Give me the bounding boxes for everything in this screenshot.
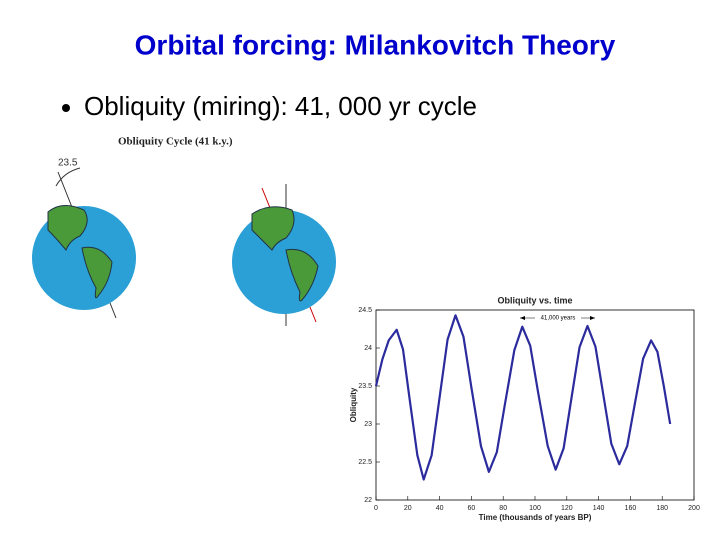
obliquity-line — [374, 314, 672, 481]
y-axis-label: Obliquity — [349, 387, 358, 422]
y-tick-label: 22.5 — [358, 459, 372, 466]
chart-title: Obliquity vs. time — [497, 295, 572, 305]
x-tick-label: 100 — [529, 505, 541, 512]
x-tick-label: 160 — [625, 505, 637, 512]
y-tick-label: 23 — [364, 421, 372, 428]
x-tick-label: 40 — [436, 505, 444, 512]
y-tick-label: 22 — [364, 497, 372, 504]
x-tick-label: 120 — [561, 505, 573, 512]
x-tick-label: 60 — [468, 505, 476, 512]
y-tick-label: 23.5 — [358, 383, 372, 390]
x-tick-label: 20 — [404, 505, 412, 512]
slide-title: Orbital forcing: Milankovitch Theory — [135, 29, 616, 60]
chart: 0 20 40 60 80 100 120 140 160 180 200 22 22.5 23 23.5 2… — [349, 295, 700, 522]
globe-upright — [232, 184, 336, 326]
annotation: 41,000 years — [541, 316, 576, 322]
bullet-text: Obliquity (miring): 41, 000 yr cycle — [84, 91, 477, 121]
plot-frame — [375, 309, 695, 501]
y-tick-label: 24.5 — [358, 307, 372, 314]
bullet-dot — [62, 104, 70, 112]
figure-title: Obliquity Cycle (41 k.y.) — [118, 136, 233, 148]
x-tick-label: 80 — [499, 505, 507, 512]
angle-label: 23.5 — [58, 158, 78, 169]
annotation-bg — [535, 314, 581, 322]
globe-tilted — [32, 167, 136, 319]
x-axis-label: Time (thousands of years BP) — [479, 513, 592, 522]
x-tick-label: 0 — [374, 505, 378, 512]
x-tick-label: 140 — [593, 505, 605, 512]
x-tick-label: 200 — [688, 505, 700, 512]
y-tick-label: 24 — [364, 345, 372, 352]
x-tick-label: 180 — [656, 505, 668, 512]
